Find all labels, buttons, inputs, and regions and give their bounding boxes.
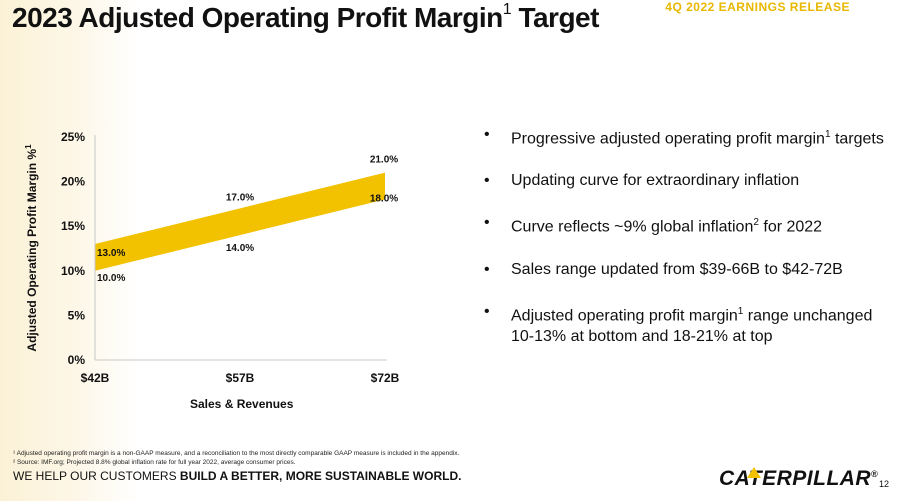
logo-mark: ® — [871, 469, 879, 479]
bullet-item: • Sales range updated from $39-66B to $42… — [484, 259, 884, 280]
bullet-dot: • — [484, 302, 490, 320]
bullet-superscript: 1 — [737, 305, 744, 317]
y-tick-label: 5% — [68, 308, 86, 322]
x-axis-label: Sales & Revenues — [190, 397, 294, 411]
data-label-top: 17.0% — [226, 192, 254, 203]
caterpillar-logo: CATERPILLAR® — [719, 467, 878, 491]
x-tick-label: $72B — [371, 371, 400, 385]
y-axis-label-superscript: 1 — [24, 144, 33, 149]
y-tick-label: 0% — [68, 353, 86, 367]
footnote: ² Source: IMF.org; Projected 8.8% global… — [13, 459, 296, 466]
tagline-bold: BUILD A BETTER, MORE SUSTAINABLE WORLD. — [179, 469, 462, 483]
y-tick-label: 10% — [61, 264, 85, 278]
data-label-bottom: 14.0% — [226, 243, 254, 254]
title-end-text: Target — [518, 2, 599, 33]
data-label-bottom: 10.0% — [97, 273, 125, 284]
bullet-text: Sales range updated from $39-66B to $42-… — [511, 260, 843, 278]
margin-chart: 0% 5% 10% 15% 20% 25% $42B $57B $72B 13.0% 17.0% 21… — [61, 130, 400, 385]
bullet-dot: • — [484, 126, 490, 143]
tagline: WE HELP OUR CUSTOMERS BUILD A BETTER, MO… — [13, 469, 461, 483]
bullet-superscript: 1 — [824, 129, 831, 140]
bullet-text-continued: for 2022 — [758, 218, 823, 236]
bullet-superscript: 2 — [753, 217, 759, 229]
bullet-item: • Adjusted operating profit margin1 range… — [484, 301, 884, 347]
bullet-text-continued: targets — [830, 130, 884, 148]
bullet-item: • Curve reflects ~9% global inflation2 fo… — [484, 212, 884, 237]
bullet-dot: • — [484, 260, 490, 278]
margin-band — [95, 172, 385, 271]
release-label: 4Q 2022 EARNINGS RELEASE — [665, 0, 850, 14]
y-tick-label: 25% — [61, 130, 85, 144]
data-label-bottom: 18.0% — [370, 193, 398, 204]
logo-triangle-icon — [747, 467, 761, 478]
title-superscript: 1 — [502, 0, 512, 18]
x-tick-label: $42B — [81, 371, 110, 385]
bullet-item: • Updating curve for extraordinary inflat… — [484, 170, 884, 191]
data-label-top: 13.0% — [97, 248, 125, 259]
data-label-top: 21.0% — [370, 155, 398, 166]
bullet-text: Progressive adjusted operating profit ma… — [511, 130, 825, 148]
y-axis-label: Adjusted Operating Profit Margin %1 — [24, 144, 39, 351]
bullet-text-continued: range unchanged 10-13% at bottom and 18-… — [511, 306, 873, 345]
y-axis-label-text: Adjusted Operating Profit Margin % — [25, 148, 39, 352]
y-tick-label: 20% — [61, 175, 85, 189]
bullet-list: • Progressive adjusted operating profit m… — [484, 124, 884, 368]
x-tick-label: $57B — [226, 371, 255, 385]
bullet-dot: • — [484, 172, 490, 190]
footnote: ¹ Adjusted operating profit margin is a … — [13, 450, 460, 457]
tagline-regular: WE HELP OUR CUSTOMERS — [13, 469, 180, 483]
bullet-text: Adjusted operating profit margin — [511, 306, 738, 324]
bullet-item: • Progressive adjusted operating profit m… — [484, 124, 884, 149]
y-tick-label: 15% — [61, 219, 85, 233]
page-number: 12 — [879, 479, 890, 489]
logo-text: CATERPILLAR — [719, 467, 872, 490]
footnotes: ¹ Adjusted operating profit margin is a … — [13, 449, 459, 467]
bullet-dot: • — [484, 214, 490, 232]
page-title: 2023 Adjusted Operating Profit Margin1 T… — [12, 0, 599, 34]
title-text: 2023 Adjusted Operating Profit Margin — [12, 2, 503, 33]
bullet-text: Updating curve for extraordinary inflati… — [511, 172, 800, 190]
bullet-text: Curve reflects ~9% global inflation — [511, 218, 754, 236]
